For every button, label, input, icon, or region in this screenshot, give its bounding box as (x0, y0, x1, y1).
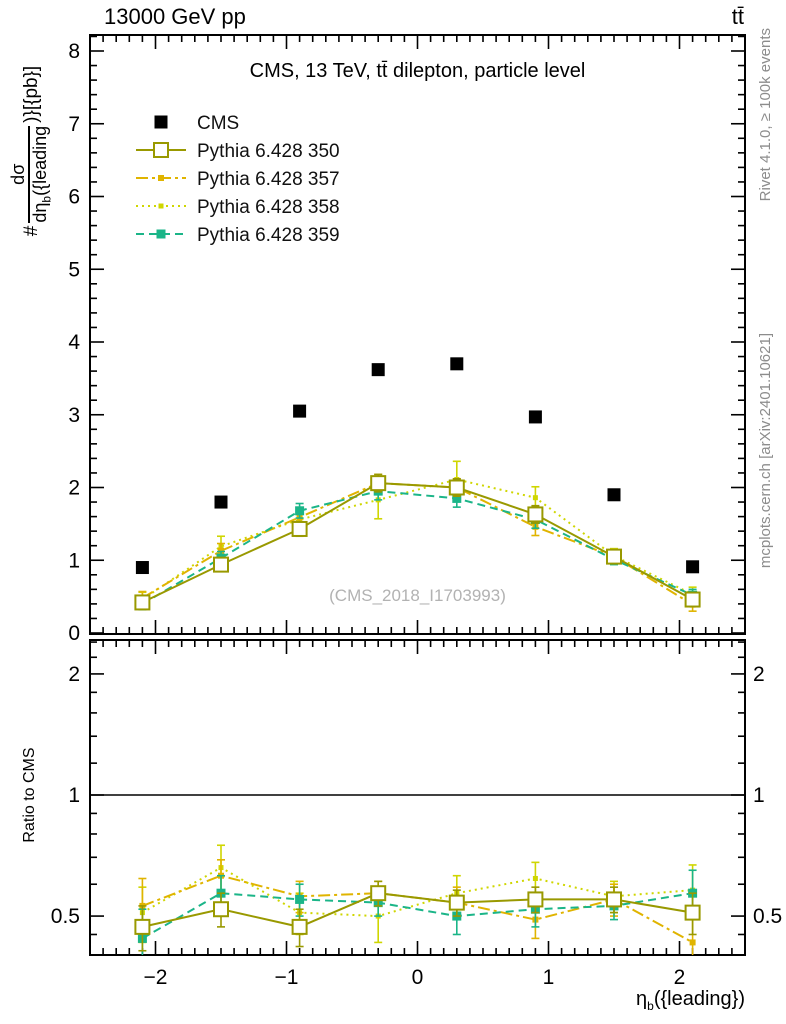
svg-text:2: 2 (674, 966, 686, 989)
analysis-watermark: (CMS_2018_I1703993) (329, 586, 506, 605)
series-pythia-6-428-350 (134, 473, 701, 611)
svg-text:1: 1 (68, 784, 80, 807)
svg-text:0: 0 (68, 622, 80, 645)
svg-text:0.5: 0.5 (51, 905, 80, 928)
svg-text:5: 5 (68, 258, 80, 281)
legend: CMS Pythia 6.428 350 Pythia 6.428 357 Pythi… (136, 113, 340, 246)
svg-text:2: 2 (68, 477, 80, 500)
ratio-series-pythia-6-428-350 (134, 880, 701, 952)
y-axis-title: # dσ dηb({leading )}[{pb}] (7, 33, 57, 269)
rivet-version-note: Rivet 4.1.0, ≥ 100k events (757, 28, 774, 202)
y-axis-hash: # (21, 225, 42, 237)
svg-text:4: 4 (68, 331, 80, 354)
svg-text:7: 7 (68, 113, 80, 136)
svg-text:1: 1 (68, 549, 80, 572)
svg-text:CMS: CMS (197, 113, 239, 134)
plot-title: CMS, 13 TeV, tt̄ dilepton, particle leve… (249, 60, 586, 82)
svg-text:Pythia 6.428 359: Pythia 6.428 359 (197, 225, 340, 246)
ratio-axis-title: Ratio to CMS (21, 747, 38, 843)
legend-item-4: Pythia 6.428 359 (136, 225, 340, 246)
series-pythia-6-428-358 (138, 460, 697, 608)
svg-text:Pythia 6.428 358: Pythia 6.428 358 (197, 197, 340, 218)
svg-text:0.5: 0.5 (753, 905, 782, 928)
svg-text:2: 2 (68, 663, 80, 686)
y-axis-fraction: dσ dηb({leading (7, 125, 57, 223)
tick-labels: −2 −1 0 1 2 0 1 2 3 4 5 6 7 8 2 2 1 1 0.5 0.5 (51, 40, 782, 989)
axis-ticks (90, 35, 745, 955)
svg-text:6: 6 (68, 186, 80, 209)
x-axis-title: ηb({leading}) (636, 988, 745, 1013)
svg-text:8: 8 (68, 40, 80, 63)
legend-item-3: Pythia 6.428 358 (136, 197, 340, 218)
y-axis-units: )}[{pb}] (21, 65, 42, 123)
legend-item-2: Pythia 6.428 357 (136, 169, 340, 190)
svg-text:2: 2 (753, 663, 765, 686)
legend-item-0: CMS (154, 113, 239, 134)
process-label: tt̄ (731, 4, 744, 29)
svg-text:0: 0 (412, 966, 424, 989)
svg-text:1: 1 (753, 784, 765, 807)
svg-text:1: 1 (543, 966, 555, 989)
svg-text:−1: −1 (275, 966, 299, 989)
y-axis-numerator: dσ (7, 125, 30, 223)
y-axis-denominator: dηb({leading (29, 125, 54, 223)
svg-text:−2: −2 (144, 966, 168, 989)
series-cms (135, 357, 700, 575)
svg-text:3: 3 (68, 404, 80, 427)
legend-item-1: Pythia 6.428 350 (136, 141, 340, 162)
svg-text:Pythia 6.428 357: Pythia 6.428 357 (197, 169, 340, 190)
mcplots-arxiv-note: mcplots.cern.ch [arXiv:2401.10621] (757, 333, 774, 569)
svg-text:Pythia 6.428 350: Pythia 6.428 350 (197, 141, 340, 162)
beam-energy-label: 13000 GeV pp (104, 4, 246, 29)
